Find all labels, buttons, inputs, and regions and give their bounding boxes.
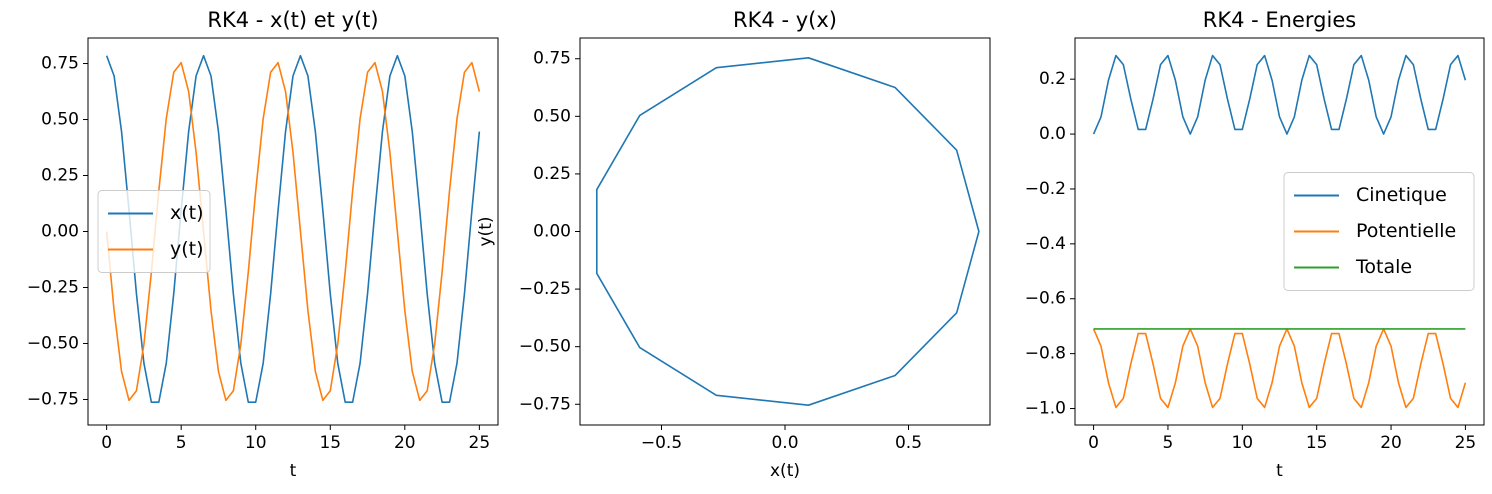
y-tick-label: 0.00 — [533, 222, 571, 242]
axes-frame — [579, 37, 991, 426]
legend-label: x(t) — [170, 202, 204, 224]
axes: −0.5 0.0 0.5 −0.75 −0.50 −0.25 0.00 0.25 0.50 0.7… — [476, 8, 991, 481]
y-tick-label: 0.50 — [533, 106, 571, 126]
axes-frame — [1074, 37, 1485, 426]
axes: 0 5 10 15 20 25 −1.0 −0.8 −0.6 −0.4 −0.2 0.0 0.2 RK4 … — [1025, 8, 1485, 481]
y-tick-label: −0.75 — [519, 394, 571, 414]
x-tick-label: 0 — [101, 433, 112, 453]
legend: Cinetique Potentielle Totale — [1283, 172, 1475, 291]
x-tick-label: 0 — [1088, 433, 1099, 453]
x-tick-label: 10 — [245, 433, 267, 453]
chart-title: RK4 - Energies — [1203, 8, 1356, 32]
chart-title: RK4 - y(x) — [733, 8, 837, 32]
x-axis-label: t — [290, 461, 297, 481]
series-line — [1092, 54, 1467, 135]
x-tick-label: 25 — [1455, 433, 1477, 453]
legend-label: Cinetique — [1356, 184, 1447, 206]
x-tick-label: 15 — [319, 433, 341, 453]
legend-box — [97, 190, 211, 273]
axes: 0 5 10 15 20 25 −0.75 −0.50 −0.25 0.00 0.25 0.50 0.7… — [27, 8, 499, 481]
y-tick-label: −0.25 — [519, 279, 571, 299]
legend-label: Totale — [1355, 256, 1412, 278]
x-tick-label: 0.5 — [895, 433, 922, 453]
legend-box — [1283, 172, 1475, 291]
y-tick-label: 0.50 — [41, 110, 79, 130]
y-tick-label: −0.8 — [1025, 344, 1066, 364]
y-tick-label: −0.2 — [1025, 179, 1066, 199]
y-tick-label: 0.75 — [41, 54, 79, 74]
x-axis-label: x(t) — [770, 461, 800, 481]
y-tick-label: 0.25 — [533, 164, 571, 184]
y-tick-label: 0.75 — [533, 49, 571, 69]
x-tick-label: 20 — [1380, 433, 1402, 453]
axes-frame — [87, 37, 499, 426]
chart-title: RK4 - x(t) et y(t) — [207, 8, 378, 32]
legend: x(t) y(t) — [97, 190, 211, 273]
y-tick-label: 0.2 — [1039, 69, 1066, 89]
y-tick-label: −1.0 — [1025, 399, 1066, 419]
x-tick-label: 5 — [1163, 433, 1174, 453]
y-tick-label: −0.50 — [519, 337, 571, 357]
legend-label: y(t) — [170, 238, 204, 260]
x-tick-label: 15 — [1306, 433, 1328, 453]
y-tick-label: −0.4 — [1025, 234, 1066, 254]
y-tick-label: 0.25 — [41, 166, 79, 186]
series-line — [105, 54, 481, 403]
y-tick-label: −0.6 — [1025, 289, 1066, 309]
x-axis-label: t — [1276, 461, 1283, 481]
legend-label: Potentielle — [1356, 220, 1456, 242]
y-tick-label: −0.50 — [27, 333, 79, 353]
x-tick-label: 20 — [394, 433, 416, 453]
x-tick-label: 25 — [469, 433, 491, 453]
x-tick-label: 5 — [176, 433, 187, 453]
x-tick-label: 10 — [1231, 433, 1253, 453]
series-line — [105, 61, 481, 402]
series-line — [596, 57, 980, 406]
y-axis-label: y(t) — [476, 217, 496, 247]
series-line — [1092, 328, 1467, 409]
y-tick-label: 0.0 — [1039, 124, 1066, 144]
y-tick-label: 0.00 — [41, 222, 79, 242]
y-tick-label: −0.75 — [27, 389, 79, 409]
x-tick-label: −0.5 — [641, 433, 682, 453]
x-tick-label: 0.0 — [771, 433, 798, 453]
y-tick-label: −0.25 — [27, 277, 79, 297]
